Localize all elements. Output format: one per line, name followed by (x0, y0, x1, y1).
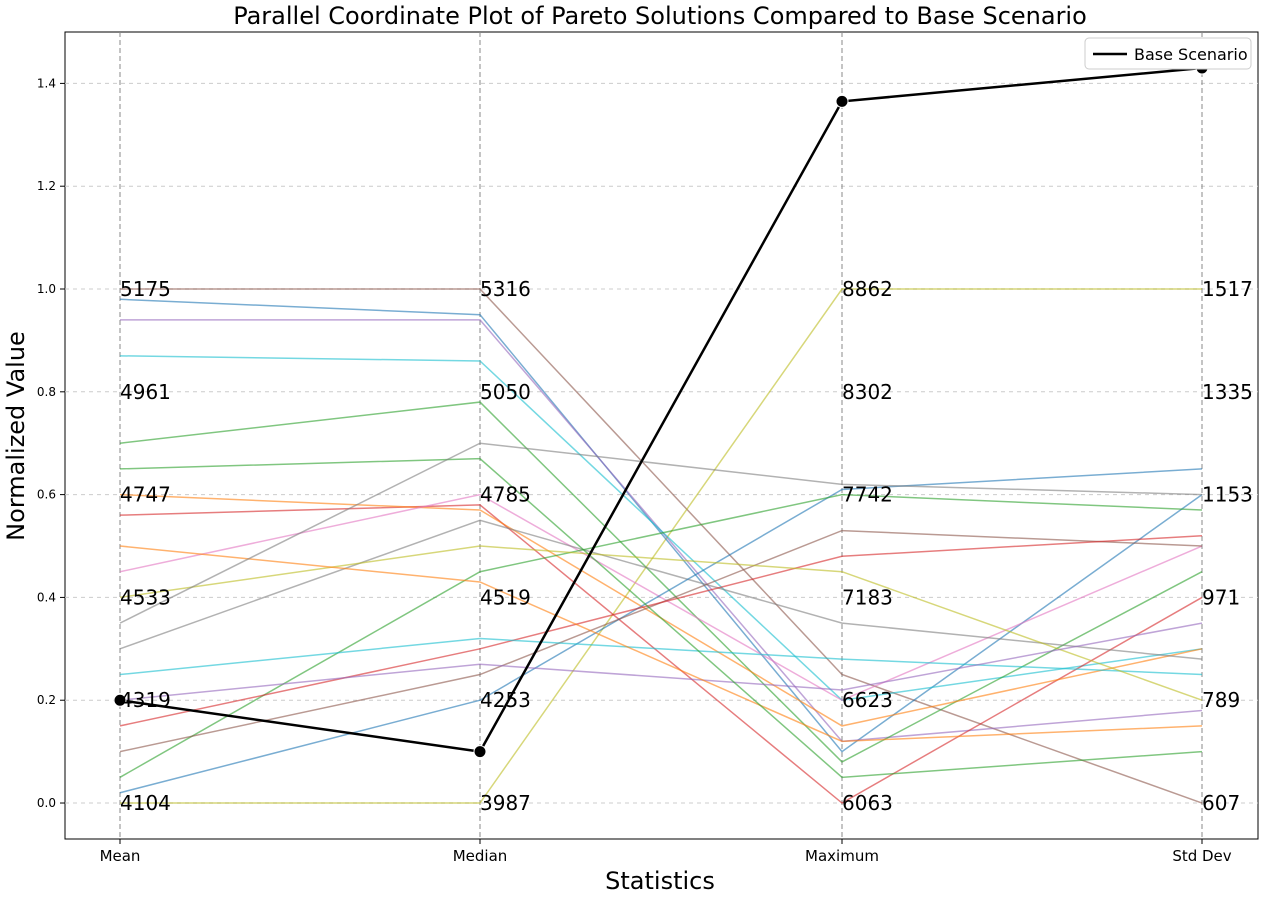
pareto-solution-line (119, 622, 1203, 701)
axis-value-label: 4747 (120, 483, 171, 507)
pareto-solution-line (119, 355, 1203, 702)
base-scenario-point (473, 745, 487, 759)
chart-title: Parallel Coordinate Plot of Pareto Solut… (233, 2, 1087, 30)
axis-value-label: 5050 (480, 380, 531, 404)
axis-value-label: 4785 (480, 483, 531, 507)
pareto-solution-line (119, 637, 1203, 676)
pareto-solution-line (120, 288, 1203, 804)
legend-item-base-scenario: Base Scenario (1134, 45, 1248, 64)
legend: Base Scenario (1084, 37, 1252, 70)
axis-value-label: 789 (1202, 688, 1240, 712)
axis-value-label: 5175 (120, 277, 171, 301)
axis-value-label: 4519 (480, 585, 531, 609)
axis-value-label: 6063 (842, 791, 893, 815)
axis-value-label: 5316 (480, 277, 531, 301)
y-tick-label: 0.8 (37, 385, 56, 399)
axis-value-label: 6623 (842, 688, 893, 712)
axis-value-label: 1517 (1202, 277, 1253, 301)
x-tick-label: Median (453, 847, 508, 865)
axis-value-label: 8302 (842, 380, 893, 404)
x-axis-label: Statistics (605, 867, 715, 895)
y-tick-label: 0.2 (37, 693, 56, 707)
pareto-solution-line (119, 519, 1203, 660)
axis-value-label: 1335 (1202, 380, 1253, 404)
y-tick-label: 0.0 (37, 796, 56, 810)
y-tick-label: 0.4 (37, 590, 56, 604)
pareto-solution-line (119, 442, 1203, 624)
axis-value-label: 4319 (120, 688, 171, 712)
y-tick-label: 1.0 (37, 282, 56, 296)
axis-value-label: 1153 (1202, 483, 1253, 507)
pareto-solution-line (119, 504, 1203, 804)
x-tick-label: Std Dev (1172, 847, 1231, 865)
pareto-solution-line (119, 493, 1203, 778)
plot-area (64, 31, 1259, 840)
pareto-solution-line (119, 534, 1203, 727)
x-tick-label: Mean (100, 847, 141, 865)
pareto-solution-line (119, 545, 1203, 743)
axis-value-label: 4104 (120, 791, 171, 815)
y-tick-label: 1.2 (37, 179, 56, 193)
pareto-solution-line (119, 457, 1203, 779)
base-scenario-point (835, 94, 849, 108)
axis-value-label: 4253 (480, 688, 531, 712)
legend-box (1084, 37, 1252, 70)
base-scenario-layer (113, 61, 1209, 759)
pareto-solution-line (119, 468, 1203, 794)
axis-value-label: 4961 (120, 380, 171, 404)
y-tick-label: 0.6 (37, 488, 56, 502)
pareto-solution-line (119, 545, 1203, 701)
axis-value-label: 8862 (842, 277, 893, 301)
ticks-layer: 0.0 0.2 0.4 0.6 0.8 1.0 1.2 1.4 Mean Median Maximu… (37, 76, 1232, 865)
y-tick-label: 1.4 (37, 76, 56, 90)
axis-value-label: 7183 (842, 585, 893, 609)
axis-value-label: 7742 (842, 483, 893, 507)
pareto-solution-line (120, 288, 1202, 804)
y-axis-label: Normalized Value (2, 331, 30, 541)
axis-value-label: 3987 (480, 791, 531, 815)
axis-value-label: 971 (1202, 585, 1240, 609)
lines-layer (119, 288, 1203, 804)
x-tick-label: Maximum (805, 847, 879, 865)
axis-value-label: 607 (1202, 791, 1240, 815)
base-scenario-line (119, 66, 1203, 753)
base-scenario-point (113, 693, 127, 707)
axis-value-label: 4533 (120, 585, 171, 609)
axis-value-labels-layer: 4104 4319 4533 4747 4961 5175 3987 4253 4519 4785… (120, 277, 1253, 815)
